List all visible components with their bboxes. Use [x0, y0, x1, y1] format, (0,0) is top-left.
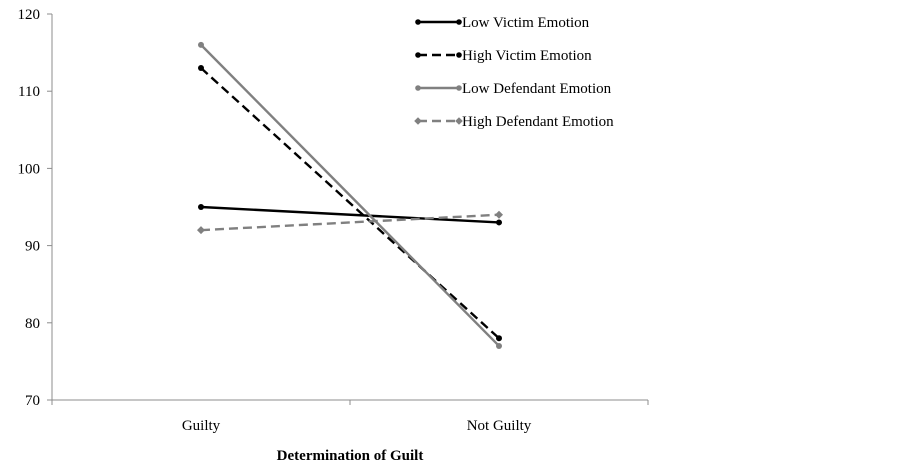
y-tick-label: 70: [25, 393, 40, 409]
data-point: [198, 41, 204, 48]
legend-label: Low Defendant Emotion: [462, 81, 612, 97]
x-tick-label: Guilty: [182, 418, 221, 434]
series-line: [200, 205, 500, 224]
legend-label: High Defendant Emotion: [462, 114, 614, 130]
y-tick-label: 110: [18, 84, 40, 100]
data-point: [198, 65, 204, 72]
data-point: [496, 335, 502, 342]
legend: Low Victim Emotion High Victim Emotion Low…: [414, 15, 614, 130]
data-point: [455, 117, 463, 125]
legend-label: Low Victim Emotion: [462, 15, 590, 31]
series-line: [200, 213, 500, 232]
legend-label: High Victim Emotion: [462, 48, 592, 64]
data-point: [198, 204, 204, 210]
data-point: [496, 219, 502, 226]
data-point: [415, 85, 421, 91]
series-line: [200, 44, 500, 347]
data-point: [495, 210, 503, 219]
y-tick-label: 90: [25, 239, 40, 255]
x-tick-label: Not Guilty: [467, 418, 532, 434]
y-tick-label: 100: [18, 161, 41, 177]
x-axis-title: Determination of Guilt: [277, 448, 424, 464]
data-point: [456, 19, 462, 25]
data-point: [496, 342, 502, 349]
y-tick-label: 120: [18, 7, 41, 23]
y-tick-label: 80: [25, 316, 40, 332]
data-point: [415, 19, 421, 25]
data-point: [415, 52, 421, 58]
data-point: [456, 85, 462, 91]
data-point: [456, 52, 462, 58]
series-line: [200, 67, 500, 340]
data-point: [414, 117, 422, 125]
data-point: [197, 226, 205, 235]
plot-area: 70 80 90 100 110 120 Guilty Not Guilty: [18, 7, 649, 434]
